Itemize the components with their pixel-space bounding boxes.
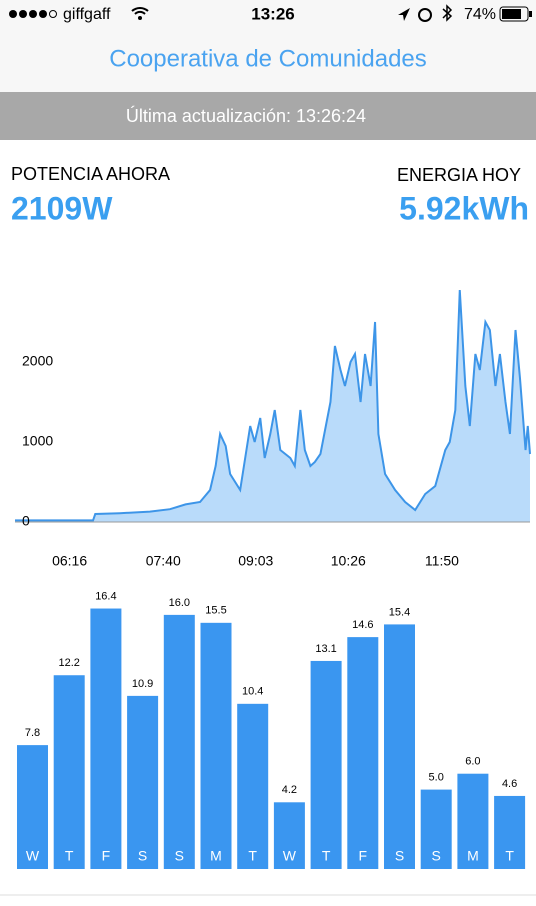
bar-label: 6.0 xyxy=(465,756,480,768)
metric-label: ENERGIA HOY xyxy=(397,165,521,185)
battery-icon xyxy=(499,6,529,22)
bar xyxy=(273,802,305,869)
bar xyxy=(163,614,195,869)
metric-value: 5.92kWh xyxy=(399,190,529,226)
bar-label: 7.8 xyxy=(25,727,40,739)
update-text: Última actualización: 13:26:24 xyxy=(126,105,366,126)
area-fill xyxy=(15,290,530,522)
bar-label: 13.1 xyxy=(315,643,336,655)
clock: 13:26 xyxy=(251,4,294,23)
x-tick-label: T xyxy=(248,848,257,864)
bar xyxy=(127,695,159,869)
bar xyxy=(347,637,379,869)
bar xyxy=(53,675,85,869)
bar-label: 4.6 xyxy=(502,778,517,790)
x-tick-label: S xyxy=(175,848,184,864)
x-tick-label: M xyxy=(467,848,479,864)
y-tick-label: 1000 xyxy=(22,433,53,449)
battery-text: 74% xyxy=(464,6,496,23)
bar xyxy=(237,703,269,869)
bar-label: 12.2 xyxy=(58,657,79,669)
bar xyxy=(90,608,122,869)
bar xyxy=(494,795,526,869)
metric-value: 2109W xyxy=(11,190,113,226)
x-tick-label: S xyxy=(395,848,404,864)
bar-label: 5.0 xyxy=(429,771,444,783)
wifi-dot xyxy=(138,16,142,20)
bar-label: 15.4 xyxy=(389,606,410,618)
update-bar xyxy=(0,92,536,140)
x-tick-label: F xyxy=(102,848,111,864)
bar xyxy=(200,622,232,869)
wifi-icon xyxy=(131,7,149,15)
bar-label: 16.4 xyxy=(95,590,116,602)
x-tick-label: 07:40 xyxy=(146,553,181,569)
app-title: Cooperativa de Comunidades xyxy=(109,45,427,72)
x-tick-label: T xyxy=(322,848,331,864)
battery-level xyxy=(502,9,521,19)
bar xyxy=(420,789,452,869)
bar-label: 10.9 xyxy=(132,678,153,690)
x-tick-label: 10:26 xyxy=(331,553,366,569)
x-tick-label: W xyxy=(283,848,297,864)
area-line xyxy=(15,289,531,522)
bar-label: 4.2 xyxy=(282,784,297,796)
bar xyxy=(17,745,48,869)
battery-tip xyxy=(529,11,532,17)
bar-label: 14.6 xyxy=(352,619,373,631)
bar xyxy=(310,660,342,869)
x-tick-label: T xyxy=(65,848,74,864)
x-tick-label: M xyxy=(210,848,222,864)
x-tick-label: 06:16 xyxy=(52,553,87,569)
y-tick-label: 2000 xyxy=(22,353,53,369)
carrier: giffgaff xyxy=(63,6,111,23)
x-tick-label: W xyxy=(26,848,40,864)
x-tick-label: T xyxy=(505,848,514,864)
bar-label: 10.4 xyxy=(242,686,263,698)
metric-label: POTENCIA AHORA xyxy=(11,164,170,184)
x-tick-label: 11:50 xyxy=(425,553,459,569)
location-icon xyxy=(398,8,410,21)
bar xyxy=(384,624,415,869)
bar xyxy=(457,773,489,869)
x-tick-label: F xyxy=(359,848,368,864)
signal xyxy=(9,10,57,18)
bluetooth-icon xyxy=(442,4,453,22)
x-tick-label: S xyxy=(432,848,441,864)
x-tick-label: S xyxy=(138,848,147,864)
x-tick-label: 09:03 xyxy=(238,553,273,569)
y-tick-label: 0 xyxy=(22,513,30,529)
alarm-icon xyxy=(418,8,432,22)
bar-label: 15.5 xyxy=(205,605,226,617)
bar-label: 16.0 xyxy=(169,597,190,609)
